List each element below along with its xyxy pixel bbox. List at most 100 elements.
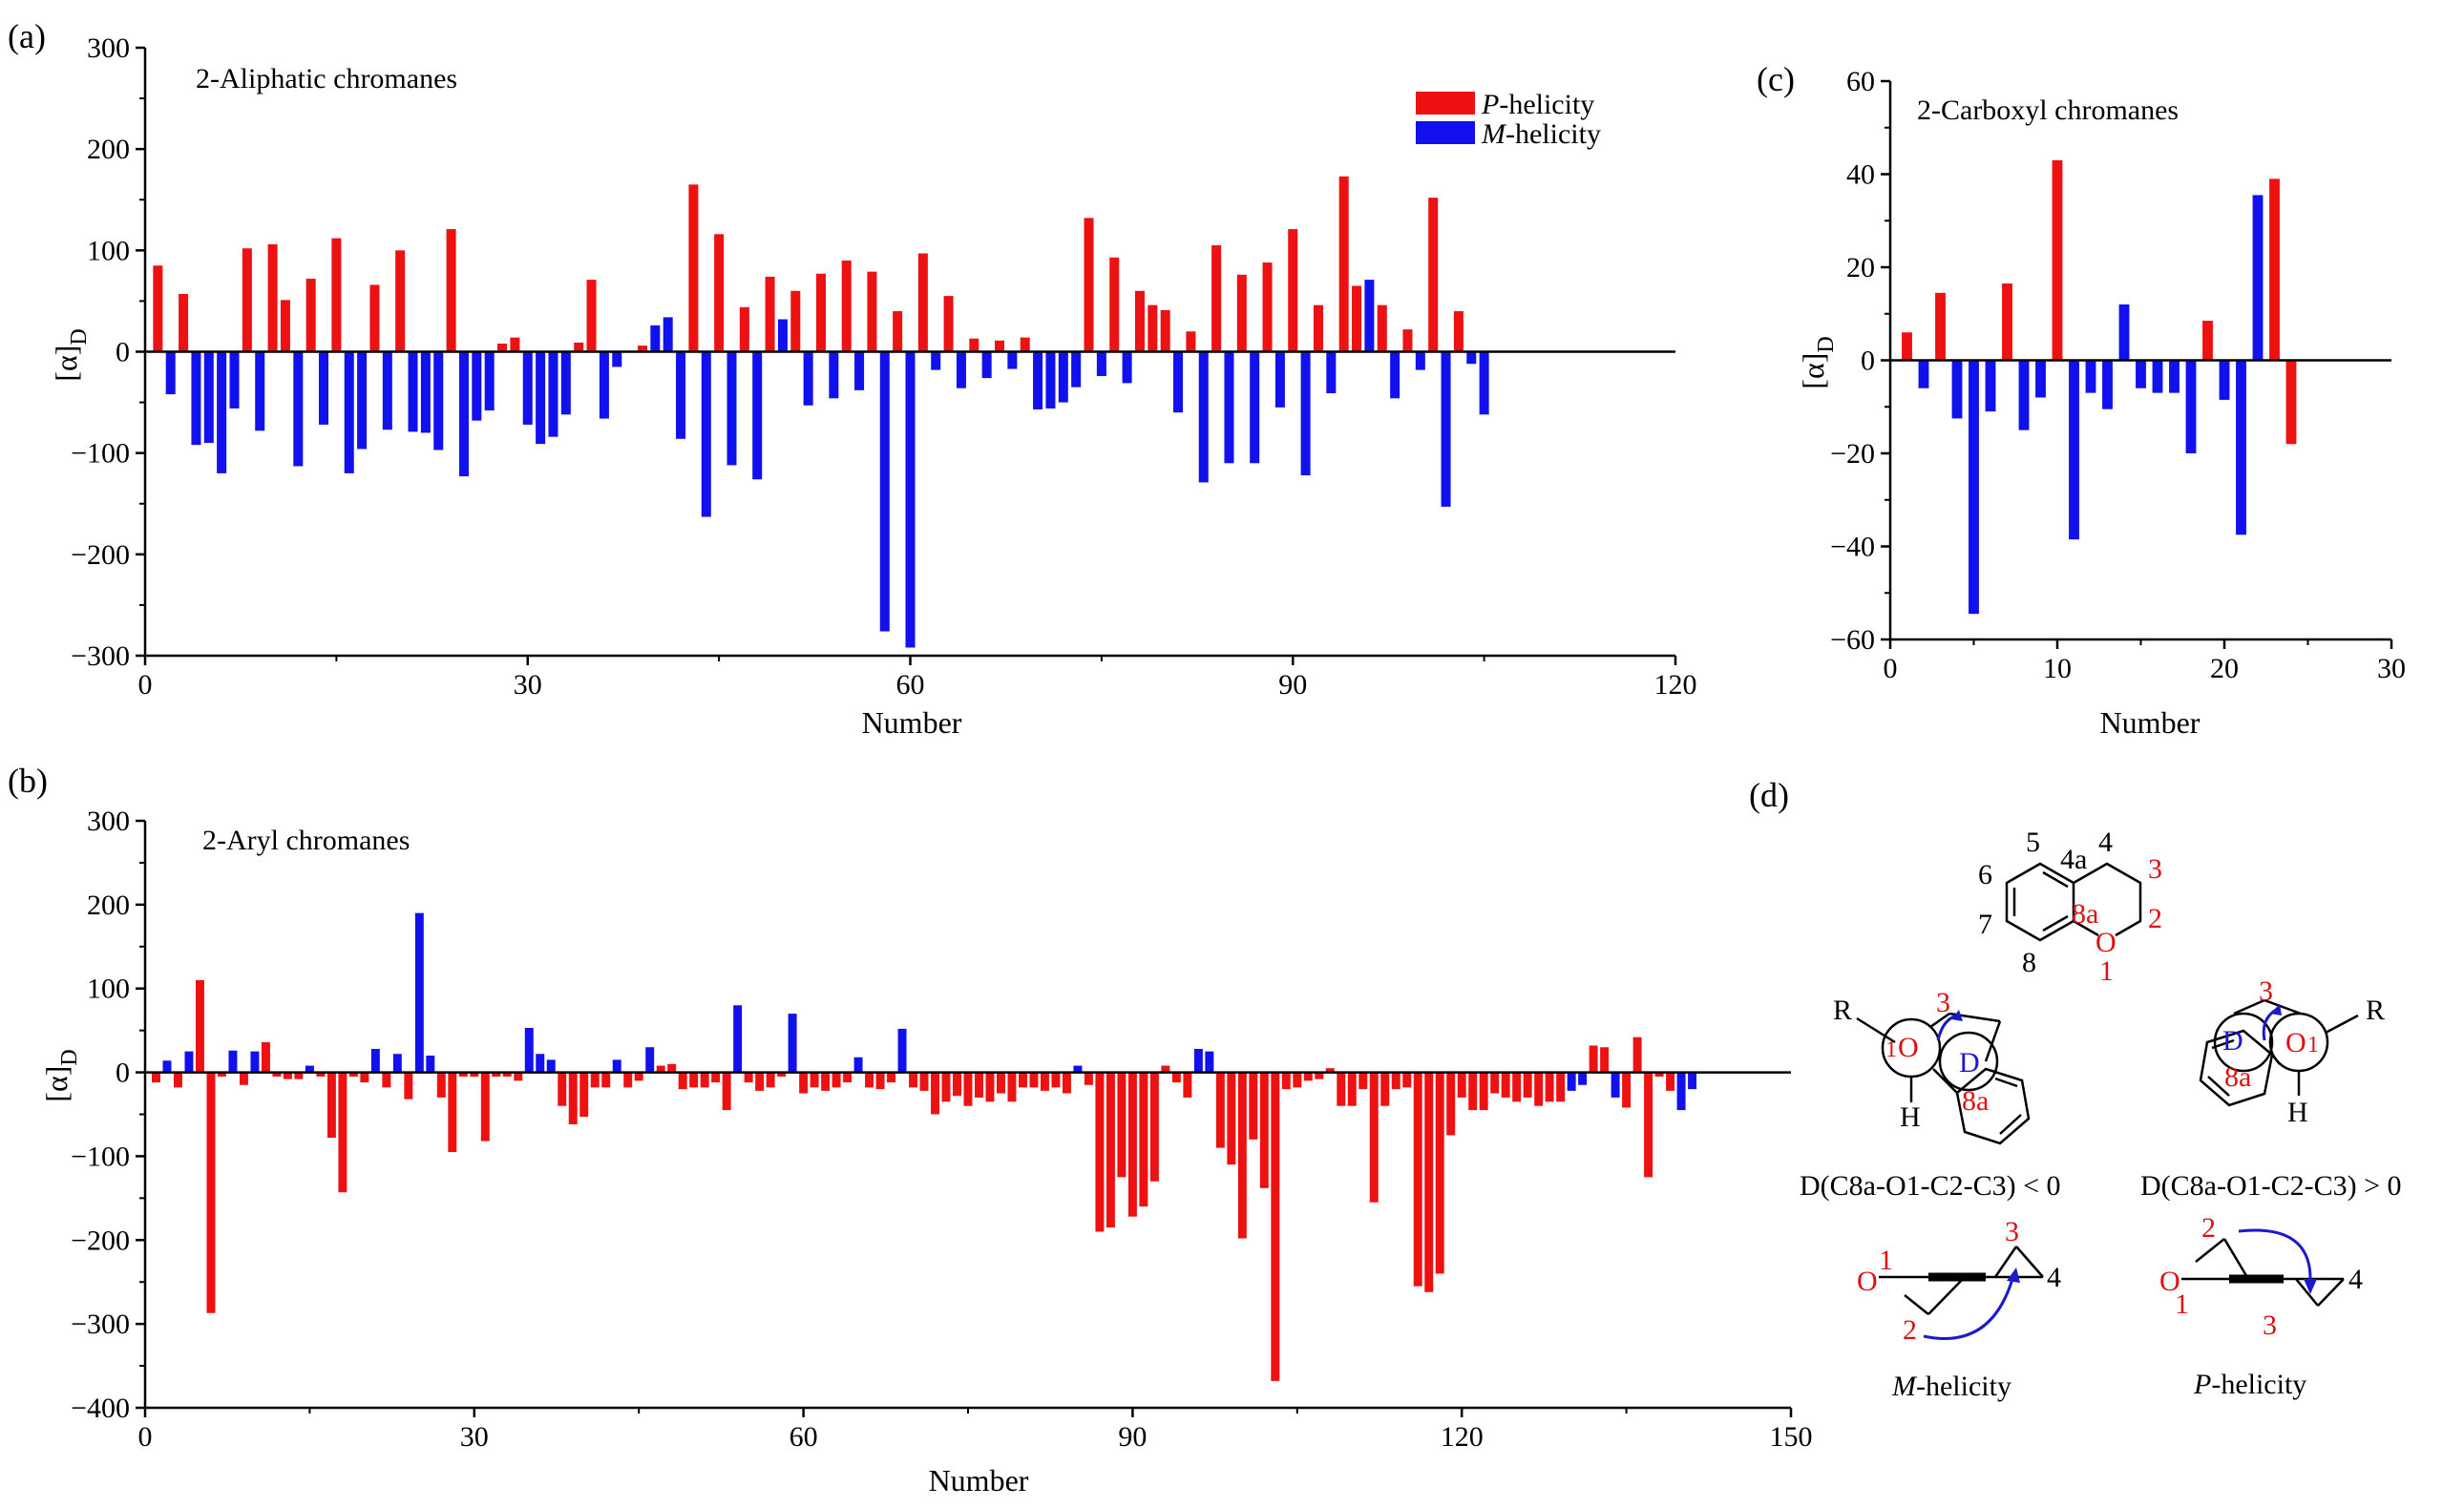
ytick-label-b-3: 0 (116, 1058, 130, 1089)
bar-b-109 (1337, 1072, 1346, 1106)
bar-b-138 (1654, 1072, 1664, 1077)
bar-c-7 (2002, 283, 2012, 361)
bar-a-7 (229, 351, 240, 408)
bar-b-94 (1171, 1072, 1181, 1083)
chroman-num-1: 1 (2099, 955, 2114, 987)
bar-b-74 (953, 1072, 961, 1097)
bar-b-87 (1095, 1072, 1105, 1232)
bar-b-44 (623, 1072, 633, 1088)
bar-c-13 (2102, 360, 2113, 409)
bar-b-99 (1227, 1072, 1236, 1165)
bar-b-97 (1205, 1051, 1214, 1073)
ytick-label-a-3: 0 (116, 337, 130, 368)
bar-a-22 (420, 351, 431, 433)
panel-a-title: 2-Aliphatic chromanes (196, 63, 457, 94)
newman-m-1: 1 (1879, 1245, 1893, 1276)
right-o: O (2285, 1027, 2306, 1058)
panel-a-bars (153, 176, 1489, 648)
bar-a-78 (1134, 290, 1145, 352)
ytick-label-b-7: −400 (71, 1393, 130, 1424)
bar-a-88 (1262, 262, 1273, 352)
bar-b-72 (931, 1072, 940, 1115)
panel-a-ylabel: [α]D (49, 328, 92, 381)
bar-a-58 (879, 351, 890, 632)
panel-c-title: 2-Carboxyl chromanes (1917, 94, 2179, 126)
bar-b-131 (1578, 1072, 1588, 1085)
bar-b-27 (436, 1072, 446, 1098)
bar-a-105 (1479, 351, 1489, 415)
newman-m-3: 3 (2005, 1216, 2019, 1247)
xtick-label-a-2: 60 (896, 669, 925, 701)
bar-b-141 (1688, 1072, 1697, 1090)
bar-a-74 (1084, 218, 1094, 352)
bar-b-51 (700, 1072, 709, 1088)
bar-a-5 (203, 351, 214, 444)
bar-b-19 (348, 1072, 358, 1077)
bar-a-43 (688, 184, 699, 352)
bar-b-110 (1347, 1072, 1357, 1106)
chroman-atom-o: O (2095, 927, 2117, 958)
bar-b-61 (810, 1072, 819, 1088)
bar-a-73 (1071, 351, 1082, 387)
newman-m-4: 4 (2047, 1262, 2061, 1293)
ytick-label-a-2: 100 (87, 235, 130, 266)
panel-c-bars (1902, 159, 2297, 615)
bar-b-14 (294, 1072, 304, 1079)
bar-b-107 (1315, 1072, 1324, 1079)
bar-b-125 (1512, 1072, 1522, 1102)
bar-b-79 (1007, 1072, 1017, 1102)
bar-b-119 (1446, 1072, 1456, 1136)
bar-a-10 (267, 243, 278, 352)
bar-a-21 (408, 351, 418, 432)
bar-b-42 (601, 1072, 611, 1088)
bar-b-32 (492, 1072, 501, 1077)
xtick-label-b-4: 120 (1441, 1421, 1484, 1453)
panel-c-ylabel: [α]D (1796, 336, 1839, 388)
bar-b-63 (832, 1072, 841, 1088)
bar-b-64 (843, 1072, 853, 1083)
bar-b-35 (524, 1028, 534, 1073)
panel-b-axes: 300 200 100 0 −100 −200 −300 −400 0 30 60 90 120 150 (71, 806, 1812, 1453)
bar-a-83 (1198, 351, 1209, 483)
bar-a-49 (765, 276, 775, 352)
bar-b-2 (162, 1060, 172, 1073)
bar-b-36 (536, 1054, 545, 1073)
bar-c-15 (2136, 360, 2146, 388)
bar-c-6 (1985, 360, 1996, 412)
bar-b-67 (875, 1072, 885, 1090)
legend-label-m: M-helicity (1481, 118, 1601, 150)
chroman-num-4a: 4a (2060, 844, 2087, 875)
bar-b-9 (239, 1072, 248, 1085)
left-conformer: R O 1 3 D H 8a D(C8a-O1-C2-C3) < 0 (1800, 987, 2061, 1202)
bar-b-112 (1369, 1072, 1379, 1203)
panel-b-ylabel-sub: D (57, 1049, 82, 1065)
bar-c-9 (2035, 360, 2046, 398)
newman-m-2: 2 (1903, 1314, 1917, 1346)
right-3: 3 (2259, 975, 2273, 1007)
ytick-label-b-2: 100 (87, 974, 130, 1005)
bar-b-117 (1424, 1072, 1434, 1292)
bar-a-82 (1186, 331, 1196, 352)
bar-a-76 (1109, 257, 1120, 352)
ytick-label-c-4: −20 (1830, 438, 1875, 470)
bar-a-36 (599, 351, 609, 419)
bar-a-18 (369, 284, 380, 352)
bar-a-91 (1300, 351, 1311, 476)
bar-a-98 (1390, 351, 1400, 399)
bar-a-62 (931, 351, 941, 370)
bar-a-48 (752, 351, 763, 480)
panel-c-xlabel: Number (2100, 705, 2201, 740)
chromane-benzene-ring (2005, 862, 2075, 942)
bar-c-17 (2169, 360, 2180, 393)
bar-b-59 (788, 1014, 797, 1073)
right-equation: D(C8a-O1-C2-C3) > 0 (2140, 1170, 2402, 1202)
bar-b-123 (1490, 1072, 1500, 1094)
ytick-label-c-0: 60 (1846, 66, 1875, 97)
bar-a-28 (497, 344, 508, 352)
bar-a-52 (803, 351, 813, 406)
bar-b-46 (645, 1047, 655, 1073)
newman-p-4: 4 (2348, 1264, 2363, 1295)
panel-c-axes: 60 40 20 0 −20 −40 −60 0 10 20 30 (1830, 66, 2406, 684)
bar-b-102 (1259, 1072, 1269, 1188)
bar-b-126 (1523, 1072, 1532, 1098)
